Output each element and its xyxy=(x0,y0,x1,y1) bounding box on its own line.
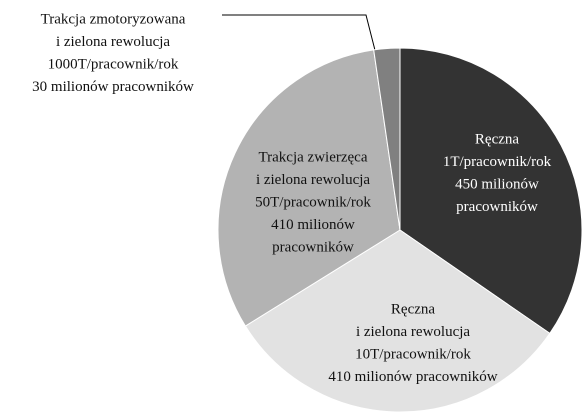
leader-line xyxy=(222,14,379,63)
slice-label: pracowników xyxy=(272,239,354,255)
slice-label: 1T/pracownik/rok xyxy=(443,154,552,170)
slice-label: Trakcja zwierzęca xyxy=(259,149,368,165)
pie-slice xyxy=(217,49,401,327)
slice-label: Ręczna xyxy=(475,131,519,147)
slice-label: 410 milionów pracowników xyxy=(328,369,497,385)
pie-slice xyxy=(373,47,401,231)
slice-label: 30 milionów pracowników xyxy=(32,79,194,95)
pie-slice xyxy=(244,229,551,413)
pie-slice xyxy=(399,47,582,335)
slice-label: 1000T/pracownik/rok xyxy=(48,56,179,72)
slice-label: i zielona rewolucja xyxy=(256,172,370,188)
slice-label: Trakcja zmotoryzowana xyxy=(41,11,186,27)
slice-label: Ręczna xyxy=(391,301,435,317)
slice-label: pracowników xyxy=(456,199,538,215)
slice-label: 410 milionów xyxy=(271,217,355,233)
slice-label: 450 milionów xyxy=(455,176,539,192)
slice-label: i zielona rewolucja xyxy=(56,34,170,50)
slice-label: i zielona rewolucja xyxy=(356,324,470,340)
slice-label: 50T/pracownik/rok xyxy=(255,194,371,210)
slice-label: 10T/pracownik/rok xyxy=(355,346,471,362)
